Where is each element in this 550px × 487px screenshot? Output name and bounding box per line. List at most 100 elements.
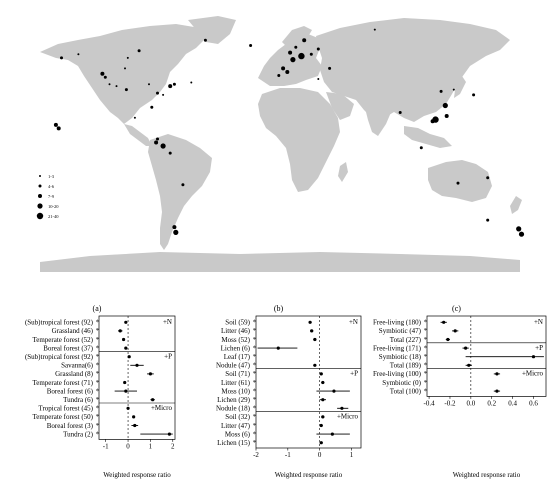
site-point: [285, 70, 290, 74]
x-tick-label: 0.0: [466, 399, 475, 407]
row-label: Litter (46): [221, 327, 251, 335]
row-label: Boreal forest (3): [47, 422, 94, 430]
x-tick-label: 0: [318, 451, 322, 459]
map-legend: 1-3 4-6 7-9 10-20 21-40: [36, 174, 59, 220]
mean-point: [446, 337, 450, 342]
mean-point: [126, 406, 130, 410]
site-point: [60, 56, 63, 60]
site-point: [115, 85, 118, 88]
mean-point: [319, 372, 323, 376]
site-point: [108, 83, 111, 86]
mean-point: [319, 441, 323, 445]
site-point: [309, 52, 313, 56]
row-label: Symbiotic (0): [382, 379, 421, 387]
mean-point: [467, 363, 471, 367]
row-label: Total (100): [390, 387, 422, 395]
mean-point: [321, 415, 325, 419]
mean-point: [124, 389, 128, 393]
row-label: Tropical forest (45): [38, 405, 93, 413]
antarctica: [40, 252, 520, 272]
mean-point: [495, 372, 499, 376]
land-masses: [40, 16, 522, 272]
site-point: [190, 81, 193, 84]
x-tick-label: 2: [171, 442, 175, 450]
row-star: *: [253, 396, 257, 404]
x-tick-label: 1: [149, 442, 153, 450]
group-tag: +N: [163, 318, 172, 326]
site-point: [56, 126, 61, 131]
x-tick-label: 0: [126, 442, 130, 450]
site-point: [137, 49, 141, 53]
row-label: Boreal forest (6): [47, 387, 94, 395]
row-label: Temperate forest (52): [32, 336, 93, 344]
site-point: [288, 50, 293, 55]
mean-point: [453, 329, 457, 333]
mean-point: [151, 398, 155, 402]
mean-point: [133, 423, 137, 428]
site-point: [160, 143, 166, 149]
row-label: Tundra (6): [63, 396, 94, 404]
scandinavia: [282, 26, 312, 50]
site-point: [77, 53, 80, 56]
site-point: [168, 151, 172, 155]
row-label: Temperate forest (50): [32, 413, 93, 421]
site-point: [133, 116, 136, 119]
mean-point: [321, 398, 325, 402]
site-point: [203, 38, 207, 42]
australia: [428, 160, 492, 202]
row-star: *: [96, 319, 100, 327]
south-america: [148, 134, 212, 250]
southeast-asia-islands: [404, 126, 452, 148]
row-star: *: [253, 353, 257, 361]
legend-label: 1-3: [48, 174, 55, 179]
row-label: Nodule (47): [216, 362, 251, 370]
new-zealand: [510, 196, 522, 214]
row-star: *: [96, 353, 100, 361]
x-tick-label: 0.2: [487, 399, 496, 407]
row-star: *: [253, 387, 257, 395]
mean-point: [531, 355, 536, 359]
site-point: [162, 93, 165, 96]
x-axis-label: Weighted response ratio: [103, 471, 171, 479]
row-label: Grassland (46): [52, 327, 94, 335]
row-label: Soil (59): [225, 319, 250, 327]
row-star: *: [96, 396, 100, 404]
row-star: *: [96, 362, 100, 370]
legend-marker: [38, 184, 42, 188]
site-point: [173, 229, 179, 235]
group-tag: +P: [350, 370, 358, 378]
legend-marker: [37, 203, 43, 209]
central-america: [124, 124, 152, 146]
site-point: [281, 66, 286, 71]
north-america: [40, 24, 206, 124]
row-star: *: [253, 430, 257, 438]
legend-marker: [39, 175, 41, 177]
japan: [454, 76, 466, 98]
row-star: *: [253, 362, 257, 370]
row-label: Symbiotic (47): [379, 327, 422, 335]
group-tag: +P: [164, 352, 172, 360]
site-point: [100, 71, 105, 76]
x-tick-label: -2: [253, 451, 259, 459]
site-point: [442, 102, 448, 109]
legend-marker: [36, 212, 44, 220]
mean-point: [132, 415, 136, 419]
row-star: *: [253, 422, 257, 430]
site-point: [126, 56, 129, 59]
x-axis-label: Weighted response ratio: [275, 471, 343, 479]
row-star: *: [253, 344, 257, 352]
row-label: Moss (6): [225, 430, 251, 438]
row-star: *: [424, 319, 428, 327]
site-point: [154, 140, 159, 145]
row-label: Soil (71): [225, 370, 250, 378]
row-star: *: [253, 327, 257, 335]
row-star: *: [424, 336, 428, 344]
site-point: [181, 183, 185, 187]
row-star: *: [96, 344, 100, 352]
row-star: *: [96, 422, 100, 430]
plot-frame: [98, 315, 176, 440]
site-point: [444, 114, 449, 118]
site-point: [516, 226, 522, 232]
x-tick-label: -1: [103, 442, 109, 450]
row-label: Lichen (15): [217, 439, 251, 447]
